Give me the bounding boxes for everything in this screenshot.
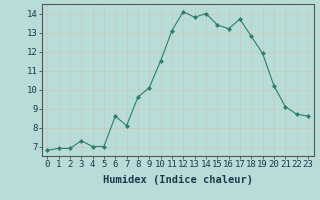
X-axis label: Humidex (Indice chaleur): Humidex (Indice chaleur) xyxy=(103,175,252,185)
